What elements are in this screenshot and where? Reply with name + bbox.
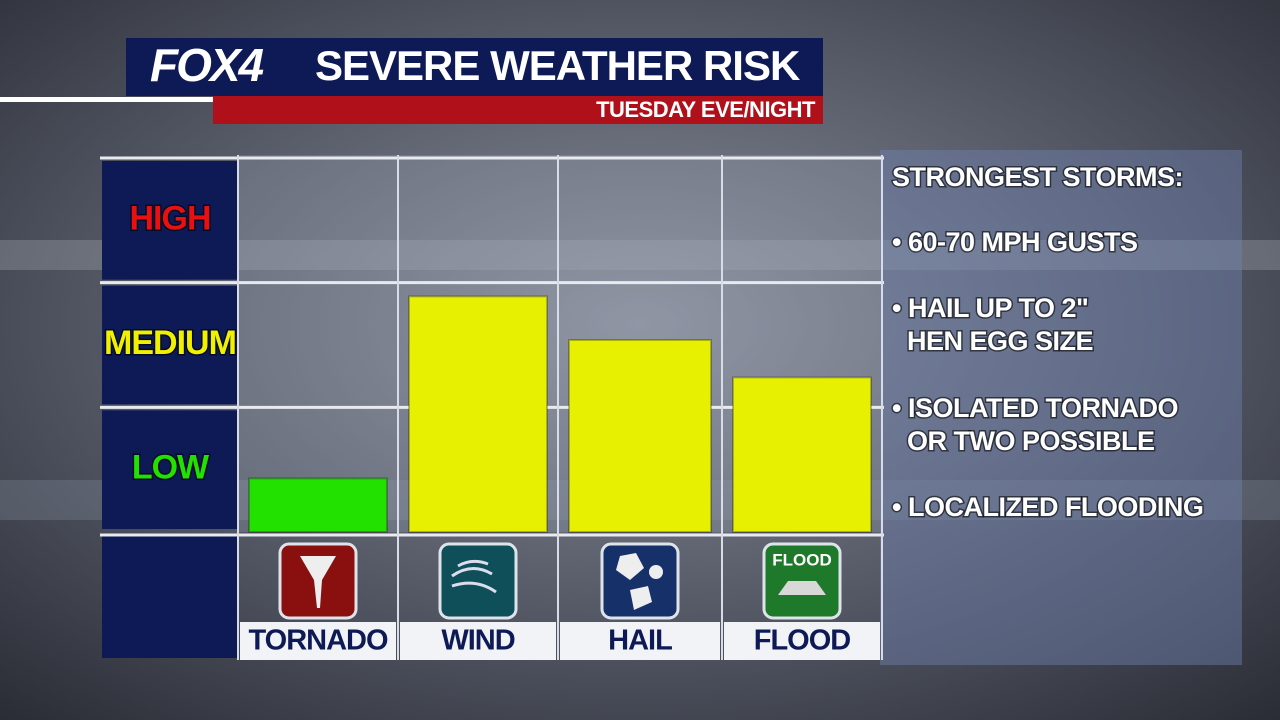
category-cell <box>240 622 396 660</box>
panel-bullet: • LOCALIZED FLOODING <box>892 492 1203 522</box>
chart: LOW MEDIUM HIGH TORNADO WIND HAIL FLOOD FLOOD <box>100 155 884 660</box>
hazard-icon <box>438 542 518 620</box>
x-tick-label: HAIL <box>608 625 672 657</box>
x-tick-label: WIND <box>441 625 514 657</box>
bar <box>409 296 547 532</box>
panel-bullet: • HAIL UP TO 2" <box>892 293 1088 323</box>
logo: FOX4 <box>150 39 264 91</box>
row-label-cell <box>102 285 238 405</box>
category-cell <box>560 622 720 660</box>
bar <box>733 377 871 532</box>
icon-text: FLOOD <box>772 550 832 569</box>
icon-glyph <box>630 586 652 610</box>
row-label-cell <box>102 410 238 529</box>
title: SEVERE WEATHER RISK <box>315 42 800 89</box>
x-tick-label: FLOOD <box>754 625 851 657</box>
corner-cell <box>102 536 238 658</box>
row-label-cell <box>102 161 238 280</box>
panel-bullet: OR TWO POSSIBLE <box>907 426 1155 456</box>
panel-text: STRONGEST STORMS: • 60-70 MPH GUSTS • HAIL… <box>891 161 1206 524</box>
x-tick-label: TORNADO <box>248 625 388 657</box>
bar-shade <box>408 295 548 533</box>
subtitle-band <box>213 96 823 124</box>
icon-glyph <box>300 556 336 608</box>
y-tick-label: HIGH <box>130 199 211 237</box>
panel-heading: STRONGEST STORMS: <box>892 162 1183 192</box>
y-tick-label: MEDIUM <box>104 324 236 362</box>
icon-glyph <box>778 581 826 595</box>
bar-shade <box>568 339 712 533</box>
icon-glyph <box>451 559 497 594</box>
subtitle: TUESDAY EVE/NIGHT <box>596 97 816 122</box>
category-cell <box>400 622 556 660</box>
bar-shade <box>732 376 872 533</box>
header-rule <box>0 97 213 102</box>
icon-glyph <box>616 553 644 580</box>
bar <box>569 340 711 532</box>
info-panel <box>880 150 1242 665</box>
panel-bullet: • 60-70 MPH GUSTS <box>892 227 1138 257</box>
icon-glyph <box>649 565 663 579</box>
category-cell <box>724 622 880 660</box>
bar-shade <box>248 477 388 534</box>
bar <box>249 478 387 532</box>
y-tick-label: LOW <box>132 449 210 487</box>
panel-bullet: HEN EGG SIZE <box>907 326 1093 356</box>
panel-bullet: • ISOLATED TORNADO <box>892 393 1178 423</box>
header-band <box>126 38 823 96</box>
